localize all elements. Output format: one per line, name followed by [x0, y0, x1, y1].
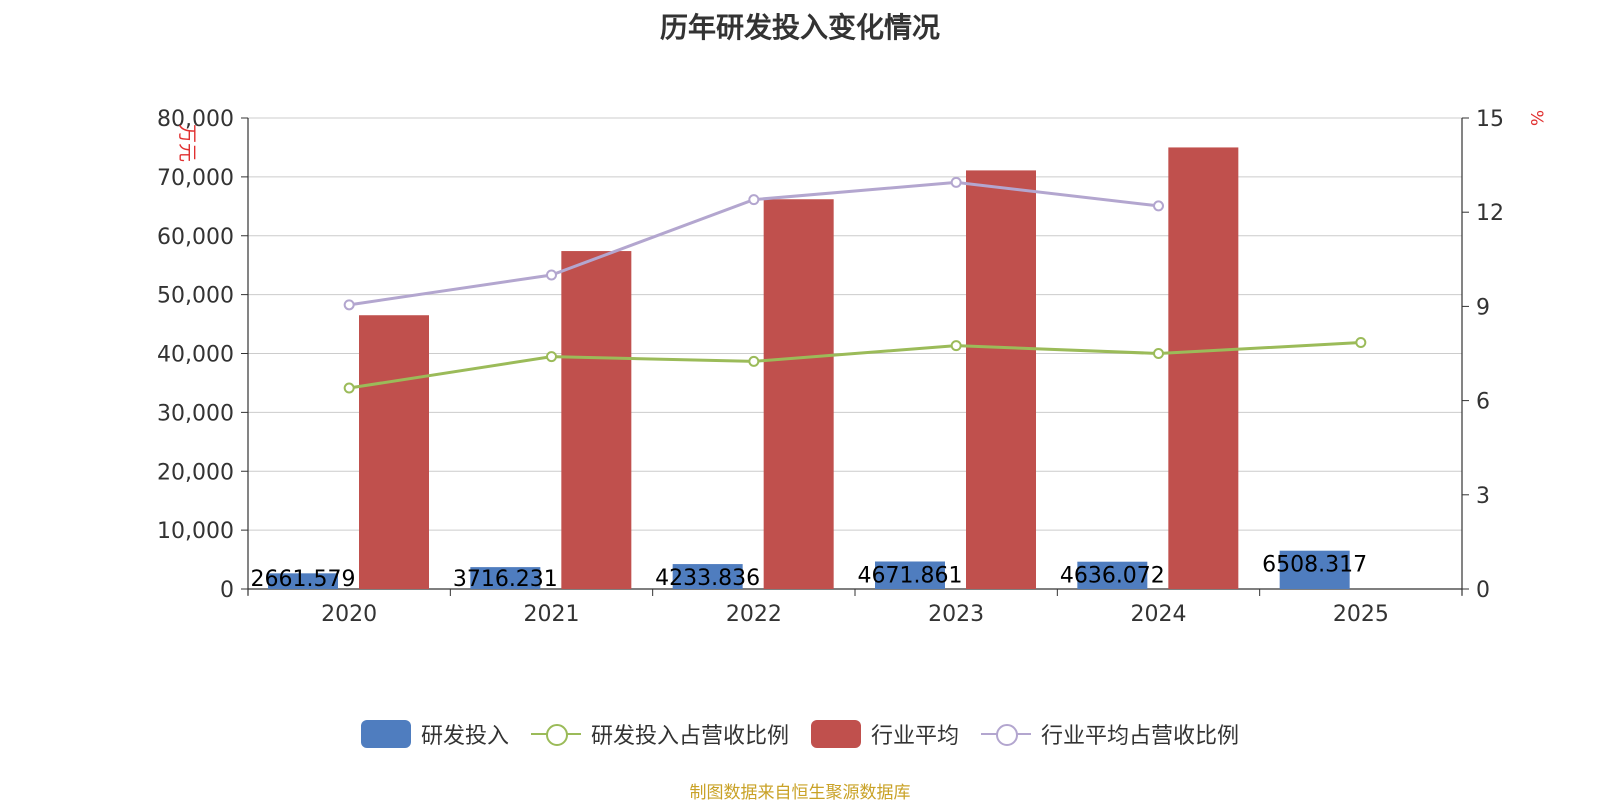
y-left-tick-label: 0 [220, 578, 234, 603]
y-left-axis-title: 万元 [176, 124, 198, 162]
data-labels: 2661.579 3716.231 4233.836 4671.861 4636.072… [251, 553, 1368, 592]
y-right-tick-label: 15 [1476, 107, 1504, 132]
bar-2020 [359, 315, 429, 589]
line-point [343, 382, 355, 394]
x-tick-label: 2025 [1333, 602, 1389, 627]
legend: 研发投入 研发投入占营收比例 行业平均 行业平均占营收比例 [0, 718, 1600, 750]
x-tick-label: 2020 [321, 602, 377, 627]
line-point [546, 269, 557, 281]
line-point [950, 176, 962, 188]
legend-item-industry-ratio[interactable]: 行业平均占营收比例 [981, 718, 1239, 750]
bar-value-label: 3716.231 [453, 567, 558, 592]
bar-value-label: 4233.836 [655, 566, 760, 591]
legend-swatch-industry-avg [811, 720, 861, 748]
legend-label-rd-investment: 研发投入 [420, 724, 509, 749]
line-point [1355, 337, 1367, 349]
y-left-tick-label: 40,000 [157, 343, 234, 368]
x-tick-label: 2024 [1131, 602, 1187, 627]
bars [268, 147, 1350, 589]
line-point [748, 194, 760, 206]
legend-label-rd-ratio: 研发投入占营收比例 [590, 724, 789, 749]
y-left-tick-label: 60,000 [157, 225, 234, 250]
bar-2023 [875, 561, 945, 589]
y-left-tick-label: 20,000 [157, 460, 234, 485]
y-right-tick-label: 3 [1476, 484, 1490, 509]
line-point [343, 299, 355, 311]
legend-swatch-industry-ratio [981, 720, 1032, 748]
bar-2025 [1279, 550, 1350, 589]
line-point [546, 351, 557, 363]
bar-value-label: 4671.861 [858, 563, 963, 588]
y-left-tick-label: 30,000 [157, 401, 234, 426]
line-point [1153, 348, 1164, 359]
line-point [748, 355, 760, 367]
bar-value-label: 6508.317 [1262, 553, 1367, 578]
y-right-tick-label: 12 [1476, 201, 1504, 226]
legend-label-industry-avg: 行业平均 [871, 724, 960, 749]
legend-item-rd-ratio[interactable]: 研发投入占营收比例 [530, 718, 789, 750]
y-right-tick-label: 0 [1476, 578, 1490, 603]
y-left-tick-label: 70,000 [157, 166, 234, 191]
x-tick-label: 2021 [524, 602, 580, 627]
legend-item-rd-investment[interactable]: 研发投入 [360, 718, 509, 750]
axes: 0 10,000 20,000 30,000 40,000 50,000 60,000 70,… [157, 107, 1546, 627]
source-note: 制图数据来自恒生聚源数据库 [689, 783, 911, 803]
y-left-tick-label: 50,000 [157, 284, 234, 309]
y-right-tick-label: 6 [1476, 390, 1490, 415]
bar-2024 [1168, 147, 1239, 589]
x-tick-label: 2022 [726, 602, 782, 627]
bar-2022 [763, 199, 834, 589]
line-point [1153, 200, 1164, 212]
y-right-axis-title: % [1526, 110, 1546, 126]
lines [343, 176, 1367, 394]
bar-2021 [561, 251, 632, 589]
y-left-tick-label: 10,000 [157, 519, 234, 544]
line-series [348, 341, 1361, 390]
bar-value-label: 4636.072 [1060, 564, 1165, 589]
x-tick-label: 2023 [928, 602, 984, 627]
bar-2021 [470, 567, 541, 589]
chart-title: 历年研发投入变化情况 [659, 11, 940, 44]
bar-2022 [672, 564, 743, 589]
legend-item-industry-avg[interactable]: 行业平均 [811, 718, 959, 750]
y-left-tick-label: 80,000 [157, 107, 234, 132]
grid-lines [248, 117, 1462, 531]
line-point [950, 340, 962, 352]
bar-2024 [1077, 561, 1148, 589]
bar-2020 [268, 573, 338, 589]
legend-label-industry-ratio: 行业平均占营收比例 [1041, 724, 1240, 749]
y-right-tick-label: 9 [1476, 295, 1490, 320]
bar-2023 [966, 170, 1036, 589]
legend-swatch-rd-ratio [530, 720, 581, 748]
bar-value-label: 2661.579 [251, 567, 356, 592]
legend-swatch-rd-investment [360, 720, 411, 748]
